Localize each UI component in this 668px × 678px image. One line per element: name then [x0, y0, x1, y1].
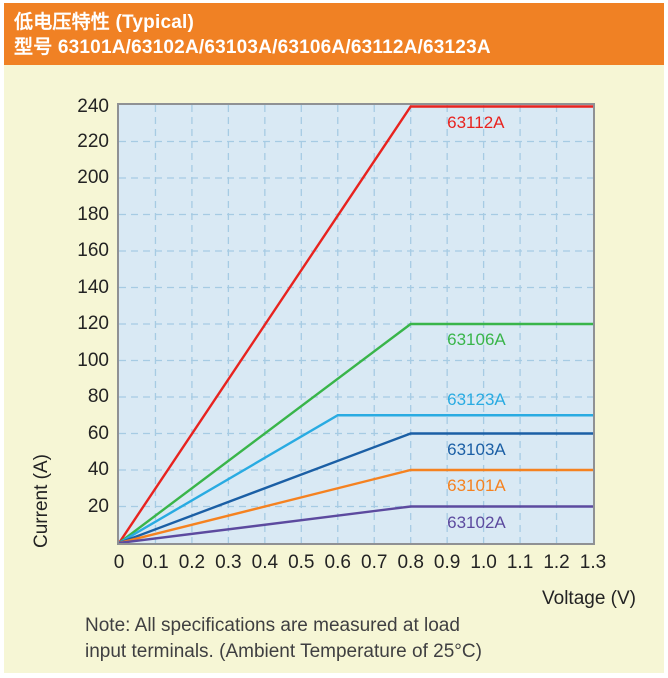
series-line-63123A [119, 414, 593, 543]
y-tick-label: 180 [77, 203, 109, 225]
x-tick-label: 1.1 [506, 552, 534, 573]
y-tick-label: 120 [77, 313, 109, 334]
y-tick-label: 100 [77, 349, 109, 371]
series-label-63102A: 63102A [447, 512, 506, 532]
x-tick-label: 0 [113, 552, 125, 573]
y-tick-label: 140 [77, 276, 109, 298]
x-tick-label: 1.2 [543, 552, 570, 573]
chart-region: Current (A) Voltage (V) Note: All specif… [4, 65, 664, 673]
y-tick-label: 20 [87, 495, 109, 517]
y-tick-label: 40 [87, 459, 109, 480]
plot-area [117, 103, 595, 545]
series-label-63112A: 63112A [447, 112, 505, 132]
note-line1: Note: All specifications are measured at… [85, 615, 460, 636]
chart-canvas [119, 105, 593, 543]
x-axis-title: Voltage (V) [542, 588, 636, 609]
series-label-63103A: 63103A [447, 439, 506, 459]
series-line-63106A [119, 322, 593, 543]
x-tick-label: 0.8 [397, 552, 424, 573]
series-label-63101A: 63101A [447, 476, 506, 495]
y-tick-label: 240 [77, 95, 109, 117]
x-tick-label: 1.3 [579, 552, 607, 573]
x-tick-label: 0.6 [324, 552, 351, 573]
y-tick-label: 80 [87, 386, 109, 407]
note-line2: input terminals. (Ambient Temperature of… [85, 641, 482, 662]
x-tick-label: 0.4 [251, 552, 279, 573]
series-label-63106A: 63106A [447, 330, 506, 349]
series-line-63101A [119, 468, 593, 543]
x-tick-label: 1.0 [470, 552, 497, 573]
x-tick-label: 0.5 [288, 552, 315, 573]
y-tick-label: 160 [77, 240, 109, 261]
chart-title: 低电压特性 (Typical) [14, 12, 194, 33]
y-tick-label: 220 [77, 130, 109, 152]
header-banner: 低电压特性 (Typical) 型号 63101A/63102A/63103A/… [4, 3, 664, 65]
y-tick-label: 60 [87, 422, 109, 444]
series-line-63103A [119, 432, 593, 543]
x-tick-label: 0.7 [361, 552, 388, 573]
series-label-63123A: 63123A [447, 390, 506, 410]
note-text: Note: All specifications are measured at… [85, 613, 482, 665]
y-tick-label: 200 [77, 167, 109, 188]
series-line-63102A [119, 505, 593, 543]
chart-subtitle-models: 型号 63101A/63102A/63103A/63106A/63112A/63… [14, 37, 491, 58]
series-line-63112A [119, 105, 593, 543]
x-tick-label: 0.2 [178, 552, 206, 573]
x-tick-label: 0.1 [142, 552, 169, 573]
x-tick-label: 0.9 [433, 552, 461, 573]
x-tick-label: 0.3 [215, 552, 242, 573]
